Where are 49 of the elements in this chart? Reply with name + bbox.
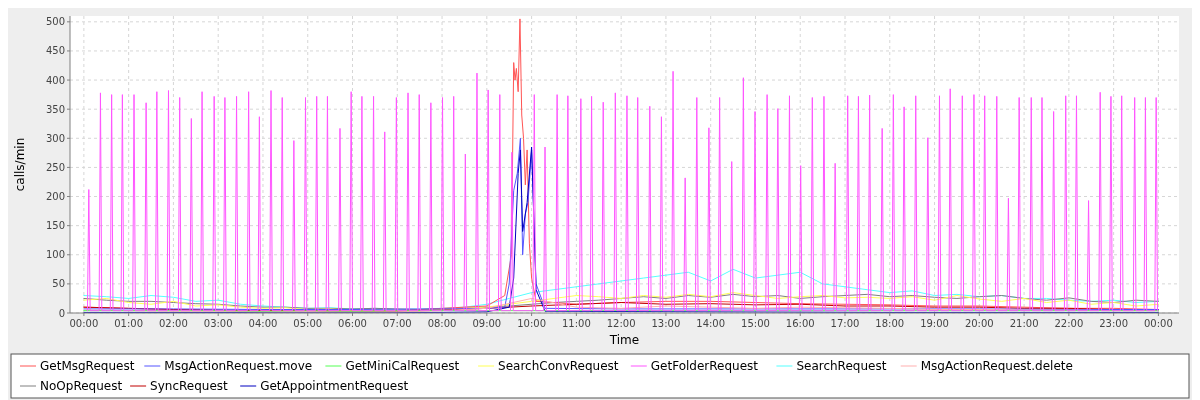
legend-label: SearchRequest xyxy=(796,359,887,373)
legend-label: NoOpRequest xyxy=(40,379,123,393)
y-tick-label: 100 xyxy=(45,249,65,261)
x-tick-label: 22:00 xyxy=(1054,318,1084,329)
y-axis-title: calls/min xyxy=(13,137,27,192)
x-tick-label: 23:00 xyxy=(1099,318,1129,329)
x-tick-label: 15:00 xyxy=(741,318,770,329)
y-tick-label: 450 xyxy=(45,45,65,57)
x-tick-label: 20:00 xyxy=(964,318,994,329)
x-tick-label: 11:00 xyxy=(561,318,591,329)
x-tick-label: 00:00 xyxy=(69,318,99,329)
legend-label: MsgActionRequest.delete xyxy=(920,359,1073,373)
y-tick-label: 150 xyxy=(45,220,65,232)
x-tick-label: 09:00 xyxy=(472,318,502,329)
y-tick-label: 250 xyxy=(45,161,65,173)
x-tick-label: 07:00 xyxy=(382,318,412,329)
x-tick-label: 18:00 xyxy=(875,318,905,329)
y-tick-label: 350 xyxy=(45,103,65,115)
y-tick-label: 300 xyxy=(45,132,65,144)
legend-label: GetAppointmentRequest xyxy=(260,379,409,393)
x-tick-label: 06:00 xyxy=(338,318,367,329)
x-tick-label: 04:00 xyxy=(248,318,278,329)
legend-label: SearchConvRequest xyxy=(498,359,619,373)
x-tick-label: 21:00 xyxy=(1009,318,1039,329)
x-tick-label: 01:00 xyxy=(114,318,144,329)
x-axis-title: Time xyxy=(608,333,640,347)
y-tick-label: 0 xyxy=(58,307,65,319)
y-tick-label: 400 xyxy=(45,74,65,86)
legend-label: GetMiniCalRequest xyxy=(345,359,460,373)
y-tick-label: 50 xyxy=(52,278,65,290)
x-tick-label: 14:00 xyxy=(696,318,726,329)
x-tick-label: 05:00 xyxy=(293,318,323,329)
x-tick-label: 13:00 xyxy=(651,318,681,329)
x-tick-label: 08:00 xyxy=(427,318,457,329)
x-tick-label: 03:00 xyxy=(203,318,233,329)
x-tick-label: 10:00 xyxy=(517,318,547,329)
x-tick-label: 17:00 xyxy=(830,318,860,329)
x-tick-label: 19:00 xyxy=(920,318,949,329)
legend-label: GetFolderRequest xyxy=(650,359,759,373)
x-tick-label: 12:00 xyxy=(606,318,636,329)
x-tick-label: 00:00 xyxy=(1143,318,1173,329)
x-tick-label: 16:00 xyxy=(785,318,815,329)
x-tick-label: 02:00 xyxy=(159,318,188,329)
y-tick-label: 500 xyxy=(45,16,65,28)
legend-label: SyncRequest xyxy=(150,379,229,393)
line-series xyxy=(86,70,1159,312)
legend-label: MsgActionRequest.move xyxy=(164,359,313,373)
legend-label: GetMsgRequest xyxy=(40,359,135,373)
y-tick-label: 200 xyxy=(45,191,65,203)
